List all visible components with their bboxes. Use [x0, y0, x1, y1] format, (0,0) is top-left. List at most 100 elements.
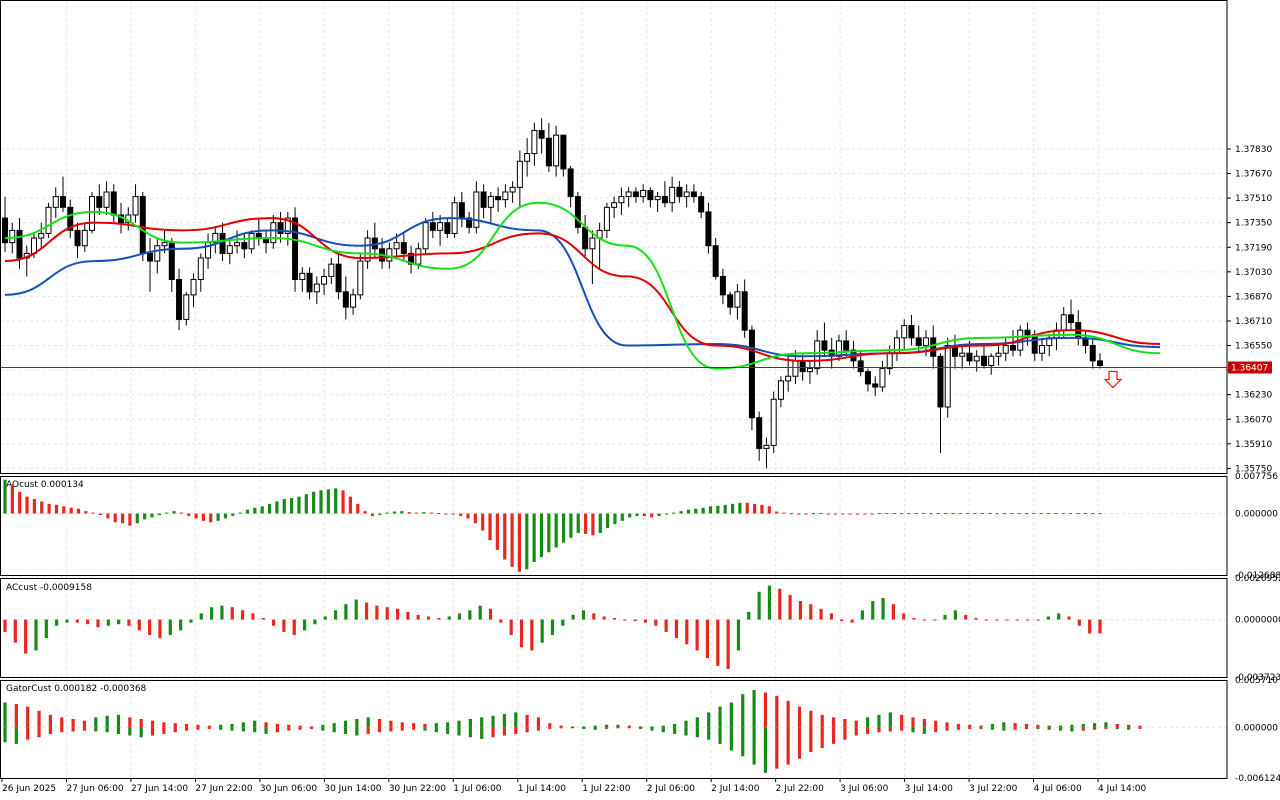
candle-body[interactable] [901, 325, 908, 339]
candle-body[interactable] [132, 196, 139, 216]
candle-body[interactable] [959, 352, 966, 357]
candle-body[interactable] [321, 275, 328, 285]
candle-body[interactable] [734, 291, 741, 308]
ac-pane[interactable]: ACcust -0.0009158 [3, 583, 1102, 669]
candle-body[interactable] [89, 196, 96, 231]
candle-body[interactable] [502, 191, 509, 201]
candle-body[interactable] [16, 229, 23, 259]
candle-body[interactable] [487, 196, 494, 208]
candle-body[interactable] [690, 191, 697, 198]
candle-body[interactable] [197, 257, 204, 280]
candle-body[interactable] [248, 232, 255, 250]
candle-body[interactable] [190, 279, 197, 296]
candle-body[interactable] [647, 189, 654, 201]
candle-body[interactable] [52, 196, 59, 208]
candle-body[interactable] [524, 153, 531, 162]
candle-body[interactable] [705, 211, 712, 247]
candle-body[interactable] [277, 222, 284, 234]
candle-body[interactable] [980, 355, 987, 366]
candle-body[interactable] [886, 352, 893, 370]
candle-body[interactable] [995, 352, 1002, 357]
candle-body[interactable] [806, 368, 813, 373]
candle-body[interactable] [553, 134, 560, 167]
candle-body[interactable] [234, 242, 241, 247]
candle-body[interactable] [654, 196, 661, 201]
candle-body[interactable] [74, 229, 81, 247]
candle-body[interactable] [640, 189, 647, 198]
candle-body[interactable] [843, 340, 850, 351]
candle-body[interactable] [1038, 345, 1045, 354]
candle-body[interactable] [1031, 334, 1038, 354]
candle-body[interactable] [364, 237, 371, 262]
candle-body[interactable] [422, 222, 429, 250]
candle-body[interactable] [386, 248, 393, 262]
candle-body[interactable] [545, 137, 552, 167]
candle-body[interactable] [2, 217, 8, 244]
candle-body[interactable] [988, 355, 995, 366]
candle-body[interactable] [538, 130, 545, 139]
candle-body[interactable] [1097, 360, 1103, 366]
candle-body[interactable] [915, 337, 922, 347]
candle-body[interactable] [306, 272, 313, 293]
candle-body[interactable] [698, 196, 705, 213]
candle-body[interactable] [212, 232, 219, 244]
candle-body[interactable] [284, 217, 291, 234]
candle-body[interactable] [763, 444, 770, 449]
candle-body[interactable] [741, 291, 748, 331]
candle-body[interactable] [582, 226, 589, 250]
candle-body[interactable] [618, 196, 625, 204]
candle-body[interactable] [219, 232, 226, 254]
candle-body[interactable] [908, 325, 915, 339]
candle-body[interactable] [603, 206, 610, 231]
candle-body[interactable] [241, 242, 248, 250]
candle-body[interactable] [81, 229, 88, 247]
candle-body[interactable] [350, 294, 357, 308]
candle-body[interactable] [676, 186, 683, 198]
price-pane[interactable] [0, 118, 1227, 469]
candle-body[interactable] [110, 191, 117, 216]
candle-body[interactable] [437, 222, 444, 231]
candle-body[interactable] [625, 191, 632, 198]
candle-body[interactable] [835, 340, 842, 357]
candle-body[interactable] [669, 186, 676, 204]
candle-body[interactable] [335, 263, 342, 293]
candle-body[interactable] [96, 196, 103, 208]
candle-body[interactable] [966, 352, 973, 362]
candle-body[interactable] [466, 217, 473, 228]
candle-body[interactable] [1024, 329, 1031, 336]
candle-body[interactable] [31, 237, 38, 254]
gator-pane[interactable]: GatorCust 0.000182 -0.000368 [3, 684, 1142, 773]
candle-body[interactable] [270, 222, 277, 244]
candle-body[interactable] [792, 360, 799, 377]
candle-body[interactable] [139, 196, 146, 254]
candle-body[interactable] [727, 294, 734, 308]
candle-body[interactable] [930, 337, 937, 357]
candle-body[interactable] [313, 283, 320, 293]
candle-body[interactable] [574, 196, 581, 228]
candle-body[interactable] [516, 160, 523, 188]
candle-body[interactable] [400, 242, 407, 254]
candle-body[interactable] [60, 196, 67, 208]
candle-body[interactable] [342, 291, 349, 308]
candle-body[interactable] [357, 260, 364, 296]
candle-body[interactable] [458, 202, 465, 219]
candle-body[interactable] [183, 294, 190, 320]
candle-body[interactable] [821, 340, 828, 351]
candle-body[interactable] [922, 337, 929, 347]
candle-body[interactable] [45, 206, 52, 234]
candle-body[interactable] [103, 191, 110, 208]
candle-body[interactable] [683, 191, 690, 198]
candle-body[interactable] [531, 130, 538, 155]
candle-body[interactable] [495, 196, 502, 201]
candle-body[interactable] [292, 217, 299, 280]
candle-body[interactable] [299, 272, 306, 281]
candle-body[interactable] [9, 229, 16, 244]
candle-body[interactable] [328, 263, 335, 277]
candle-body[interactable] [879, 368, 886, 388]
candle-body[interactable] [770, 398, 777, 446]
candle-body[interactable] [509, 186, 516, 193]
candle-body[interactable] [226, 245, 233, 254]
candle-body[interactable] [719, 275, 726, 296]
candle-body[interactable] [560, 134, 567, 170]
